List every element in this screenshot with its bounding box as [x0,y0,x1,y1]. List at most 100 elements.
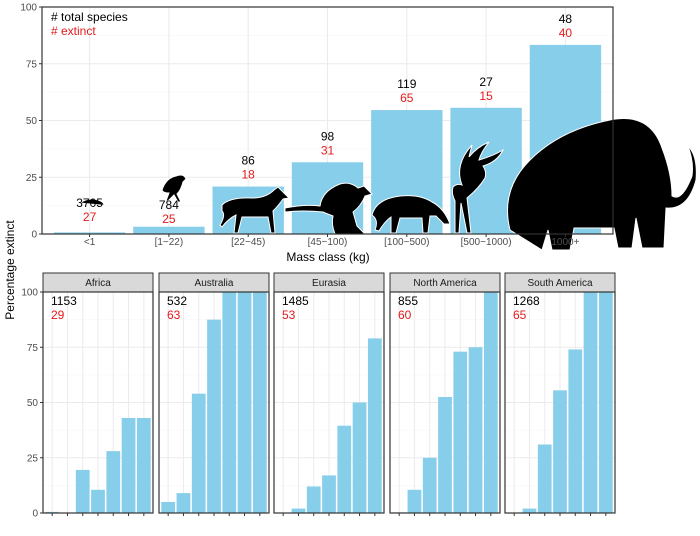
bar-2 [537,444,552,513]
bar-1 [522,508,537,513]
x-tick-label: [500−1000) [461,237,512,248]
x-tick-label: 1000+ [551,237,579,248]
bar-1 [176,493,191,513]
y-tick-label: 0 [32,509,38,520]
bar-3 [322,475,336,513]
bar-2 [422,457,437,513]
y-tick-label: 50 [26,116,38,127]
y-axis-label: Percentage extinct [3,220,17,320]
total-species-label: 3705 [76,196,103,210]
y-tick-label: 50 [27,398,39,409]
x-tick-label: [45−100) [308,237,348,248]
bar-6 [483,292,498,513]
bar-5 [121,417,136,513]
animal-silhouettes [78,118,697,251]
bar-4 [222,292,237,513]
bar-5 [468,347,483,513]
bar-6 [598,292,613,513]
bar-2 [191,393,206,513]
mammoth-silhouette-icon [507,118,697,251]
extinct-label: 29 [51,308,65,322]
legend-extinct: # extinct [51,24,96,38]
y-tick-label: 25 [26,173,38,184]
boar-silhouette-icon [371,195,451,234]
y-tick-label: 100 [20,3,37,14]
extinct-label: 15 [479,89,493,103]
total-species-label: 119 [397,77,416,91]
total-species-label: 784 [159,198,179,212]
total-species-label: 1268 [513,294,540,308]
legend-total-species: # total species [51,10,128,24]
y-tick-label: 100 [21,288,38,299]
total-species-label: 98 [321,129,335,143]
total-species-label: 48 [559,12,573,26]
bar-5 [583,292,598,513]
bar-6 [136,417,151,513]
panel-border [504,291,616,514]
extinct-label: 27 [83,210,97,224]
bar-4 [337,425,352,513]
x-tick-label: <1 [84,237,96,248]
total-species-label: 1485 [282,294,309,308]
panel-border [42,291,154,514]
extinct-label: 40 [559,26,573,40]
bar-2 [75,469,90,513]
extinct-label: 65 [400,91,414,105]
x-tick-label: [100−500) [384,237,429,248]
panel-border [41,6,614,235]
bar-4 [453,351,468,513]
y-tick-label: 75 [26,59,38,70]
bar-3 [438,396,452,513]
y-tick-label: 75 [27,343,39,354]
facet-title: North America [413,278,477,289]
total-species-label: 27 [479,75,493,89]
x-tick-label: [22−45) [231,237,265,248]
bar-4 [568,349,583,513]
total-species-label: 1153 [51,294,77,308]
total-species-label: 532 [167,294,187,308]
x-axis-label: Mass class (kg) [286,250,369,264]
bar-0 [53,232,126,234]
x-tick-label: [1−22) [155,237,184,248]
extinct-label: 63 [167,308,181,322]
facet-title: Eurasia [312,278,346,289]
total-species-label: 855 [398,294,418,308]
facet-title: South America [527,278,592,289]
mouse-silhouette-icon [78,198,105,206]
panel-border [158,291,270,514]
facet-title: Africa [85,278,111,289]
y-tick-label: 25 [27,453,39,464]
extinct-label: 31 [321,143,335,157]
kangaroo-silhouette-icon [284,182,373,235]
total-species-label: 86 [242,154,256,168]
bar-3 [207,319,221,513]
monkey-silhouette-icon [161,174,187,203]
wolf-silhouette-icon [219,186,291,234]
bar-1 [133,226,205,234]
panel-border [273,291,385,514]
panel-border [389,291,501,514]
extinct-label: 60 [398,308,412,322]
bar-5 [352,402,367,513]
bar-1 [291,508,306,513]
top-panel: 0255075100370527<178425[1−22)8618[22−45)… [20,3,697,251]
bar-0 [161,501,176,513]
bar-5 [237,292,252,513]
bar-4 [106,451,121,513]
bar-6 [252,292,267,513]
extinct-label: 18 [242,168,256,182]
bar-3 [91,489,105,513]
y-tick-label: 0 [31,230,37,241]
bar-2 [306,486,321,513]
facet-title: Australia [195,278,234,289]
bar-1 [407,489,422,513]
extinct-label: 65 [513,308,527,322]
extinct-label: 25 [162,212,176,226]
bar-3 [553,390,567,513]
extinct-label: 53 [282,308,296,322]
